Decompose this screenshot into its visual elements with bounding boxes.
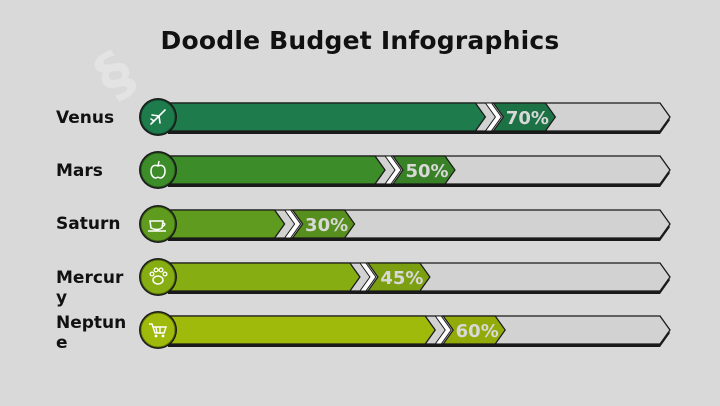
icon-circle-mercury [140, 259, 176, 295]
paw-icon-part-4 [162, 271, 168, 277]
row-label-venus: Venus [56, 108, 115, 128]
bar-fill-venus [167, 102, 487, 132]
value-label-mercury: 45% [380, 268, 423, 289]
bar-chevron-venus [484, 102, 503, 132]
row-label-mars: Mars [56, 161, 103, 181]
percent-tag-venus [492, 102, 557, 132]
percent-tag-saturn [291, 209, 356, 239]
page-title: Doodle Budget Infographics [160, 26, 560, 55]
row-label-saturn: Saturn [56, 214, 121, 234]
bar-fill-mars [167, 155, 386, 185]
bar-chevron-mars [384, 155, 402, 185]
shopping-cart-icon-part-1 [154, 334, 158, 338]
paw-icon-part-1 [149, 271, 155, 277]
icon-circle-neptune [140, 312, 176, 348]
row-label-neptune: Neptune [56, 313, 127, 353]
value-label-mars: 50% [405, 161, 448, 182]
bar-fill-mercury [167, 262, 361, 292]
bar-chevron-mercury [358, 262, 377, 292]
coffee-cup-icon [148, 220, 166, 232]
percent-tag-neptune [442, 315, 506, 345]
icon-circle-saturn [140, 206, 176, 242]
bar-fill-neptune [167, 315, 436, 345]
value-label-saturn: 30% [305, 215, 348, 236]
bar-fill-saturn [167, 209, 286, 239]
value-label-neptune: 60% [456, 321, 499, 342]
shopping-cart-icon [149, 323, 167, 334]
icon-circle-mars [140, 152, 176, 188]
paw-icon-part-2 [153, 267, 159, 273]
shopping-cart-icon-part-2 [161, 334, 165, 338]
bar-chevron-neptune [434, 315, 452, 345]
paw-icon-part-3 [158, 267, 164, 273]
percent-tag-mars [391, 155, 456, 185]
apple-icon [150, 160, 166, 179]
airplane-icon [150, 109, 166, 125]
bar-chevron-saturn [283, 209, 302, 239]
row-label-mercury: Mercury [56, 268, 124, 308]
paw-icon [152, 275, 164, 285]
value-label-venus: 70% [506, 108, 549, 129]
percent-tag-mercury [366, 262, 431, 292]
